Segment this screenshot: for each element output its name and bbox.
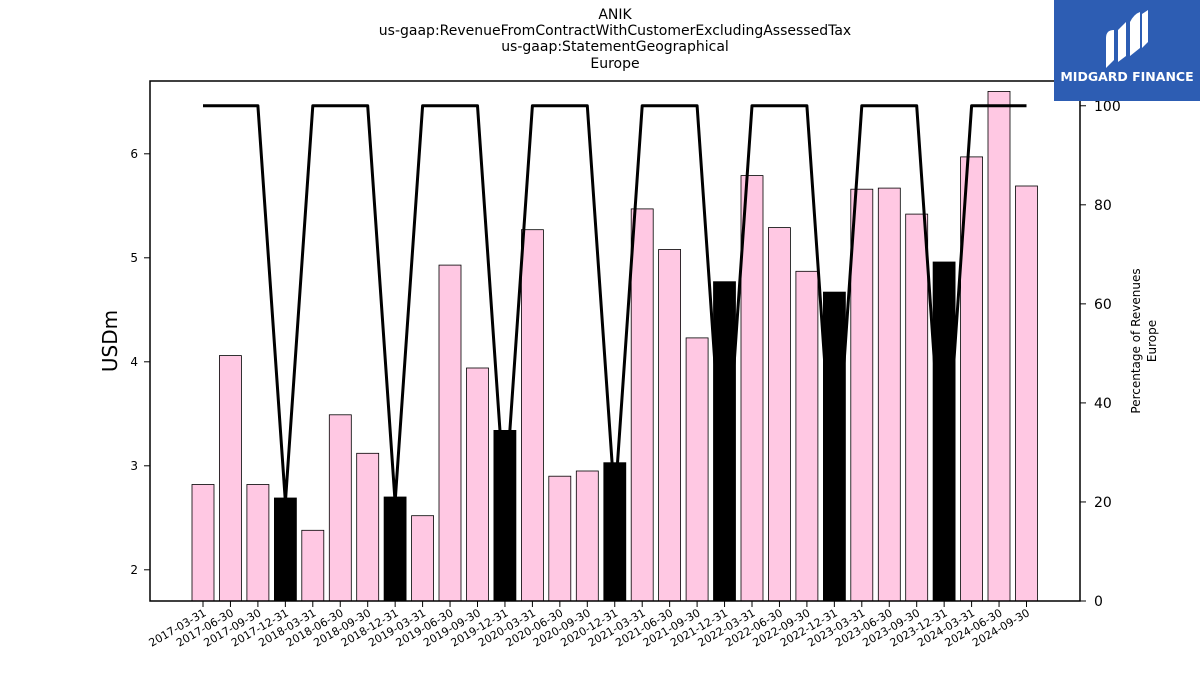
y2-axis-label-line-2: Europe (1145, 320, 1159, 362)
bar-2024-09-30 (1015, 185, 1038, 602)
y2-tick-label: 80 (1094, 198, 1112, 214)
bar-2021-03-31 (630, 208, 654, 602)
y-tick-label: 5 (130, 251, 138, 265)
bar-2017-06-30 (218, 355, 242, 602)
midgard-logo-icon (1106, 10, 1148, 68)
bar-2021-12-31 (713, 281, 736, 602)
y2-tick-label: 100 (1094, 99, 1121, 115)
percentage-line (203, 104, 1027, 504)
percentage-line-group (203, 104, 1027, 504)
bar-2019-09-30 (466, 367, 489, 602)
bar-2022-12-31 (823, 291, 846, 602)
bar-2018-06-30 (328, 414, 352, 602)
bar-2017-12-31 (273, 497, 297, 602)
bar-2017-09-30 (246, 484, 270, 602)
bar-2018-12-31 (383, 496, 407, 602)
bar-2020-03-31 (521, 229, 544, 602)
y-tick-label: 4 (130, 355, 138, 369)
bar-2019-06-30 (438, 264, 462, 602)
bar-2018-03-31 (301, 529, 325, 602)
bar-2020-09-30 (575, 470, 599, 602)
y2-axis-label-line-1: Percentage of Revenues (1129, 268, 1143, 413)
bar-2018-09-30 (356, 452, 380, 602)
bar-2023-03-31 (850, 188, 874, 602)
y2-tick-label: 60 (1094, 297, 1112, 313)
bar-2023-09-30 (905, 213, 929, 602)
chart-title-line-2: us-gaap:RevenueFromContractWithCustomerE… (378, 23, 852, 39)
bar-2023-12-31 (932, 261, 956, 602)
bar-2023-06-30 (877, 187, 901, 602)
left-y-axis: 2 3 4 5 6 (130, 147, 150, 577)
bar-2022-09-30 (795, 270, 819, 602)
chart-title-line-3: us-gaap:StatementGeographical (501, 39, 729, 55)
x-axis: 2017-03-312017-06-302017-09-302017-12-31… (147, 601, 1032, 650)
logo-text: MIDGARD FINANCE (1060, 69, 1194, 84)
bar-2021-06-30 (658, 249, 681, 602)
y2-tick-label: 0 (1094, 594, 1103, 610)
bar-2019-12-31 (493, 429, 517, 602)
bars-group (191, 91, 1038, 602)
bar-2017-03-31 (191, 484, 215, 602)
chart-title-line-4: Europe (590, 56, 640, 72)
bar-2024-06-30 (987, 91, 1011, 602)
midgard-finance-logo: MIDGARD FINANCE (1054, 0, 1200, 101)
y-tick-label: 3 (130, 459, 138, 473)
right-y-axis: 0 20 40 60 80 100 (1080, 99, 1121, 610)
bar-2019-03-31 (411, 515, 435, 602)
chart-title-line-1: ANIK (598, 7, 632, 23)
bar-2020-06-30 (548, 475, 572, 602)
bar-2021-09-30 (685, 337, 709, 602)
y-tick-label: 6 (130, 147, 138, 161)
bar-2022-06-30 (768, 227, 791, 602)
y2-tick-label: 40 (1094, 396, 1112, 412)
y-tick-label: 2 (130, 563, 138, 577)
bar-2022-03-31 (740, 175, 764, 602)
y2-tick-label: 20 (1094, 495, 1112, 511)
y-axis-label: USDm (98, 310, 122, 372)
